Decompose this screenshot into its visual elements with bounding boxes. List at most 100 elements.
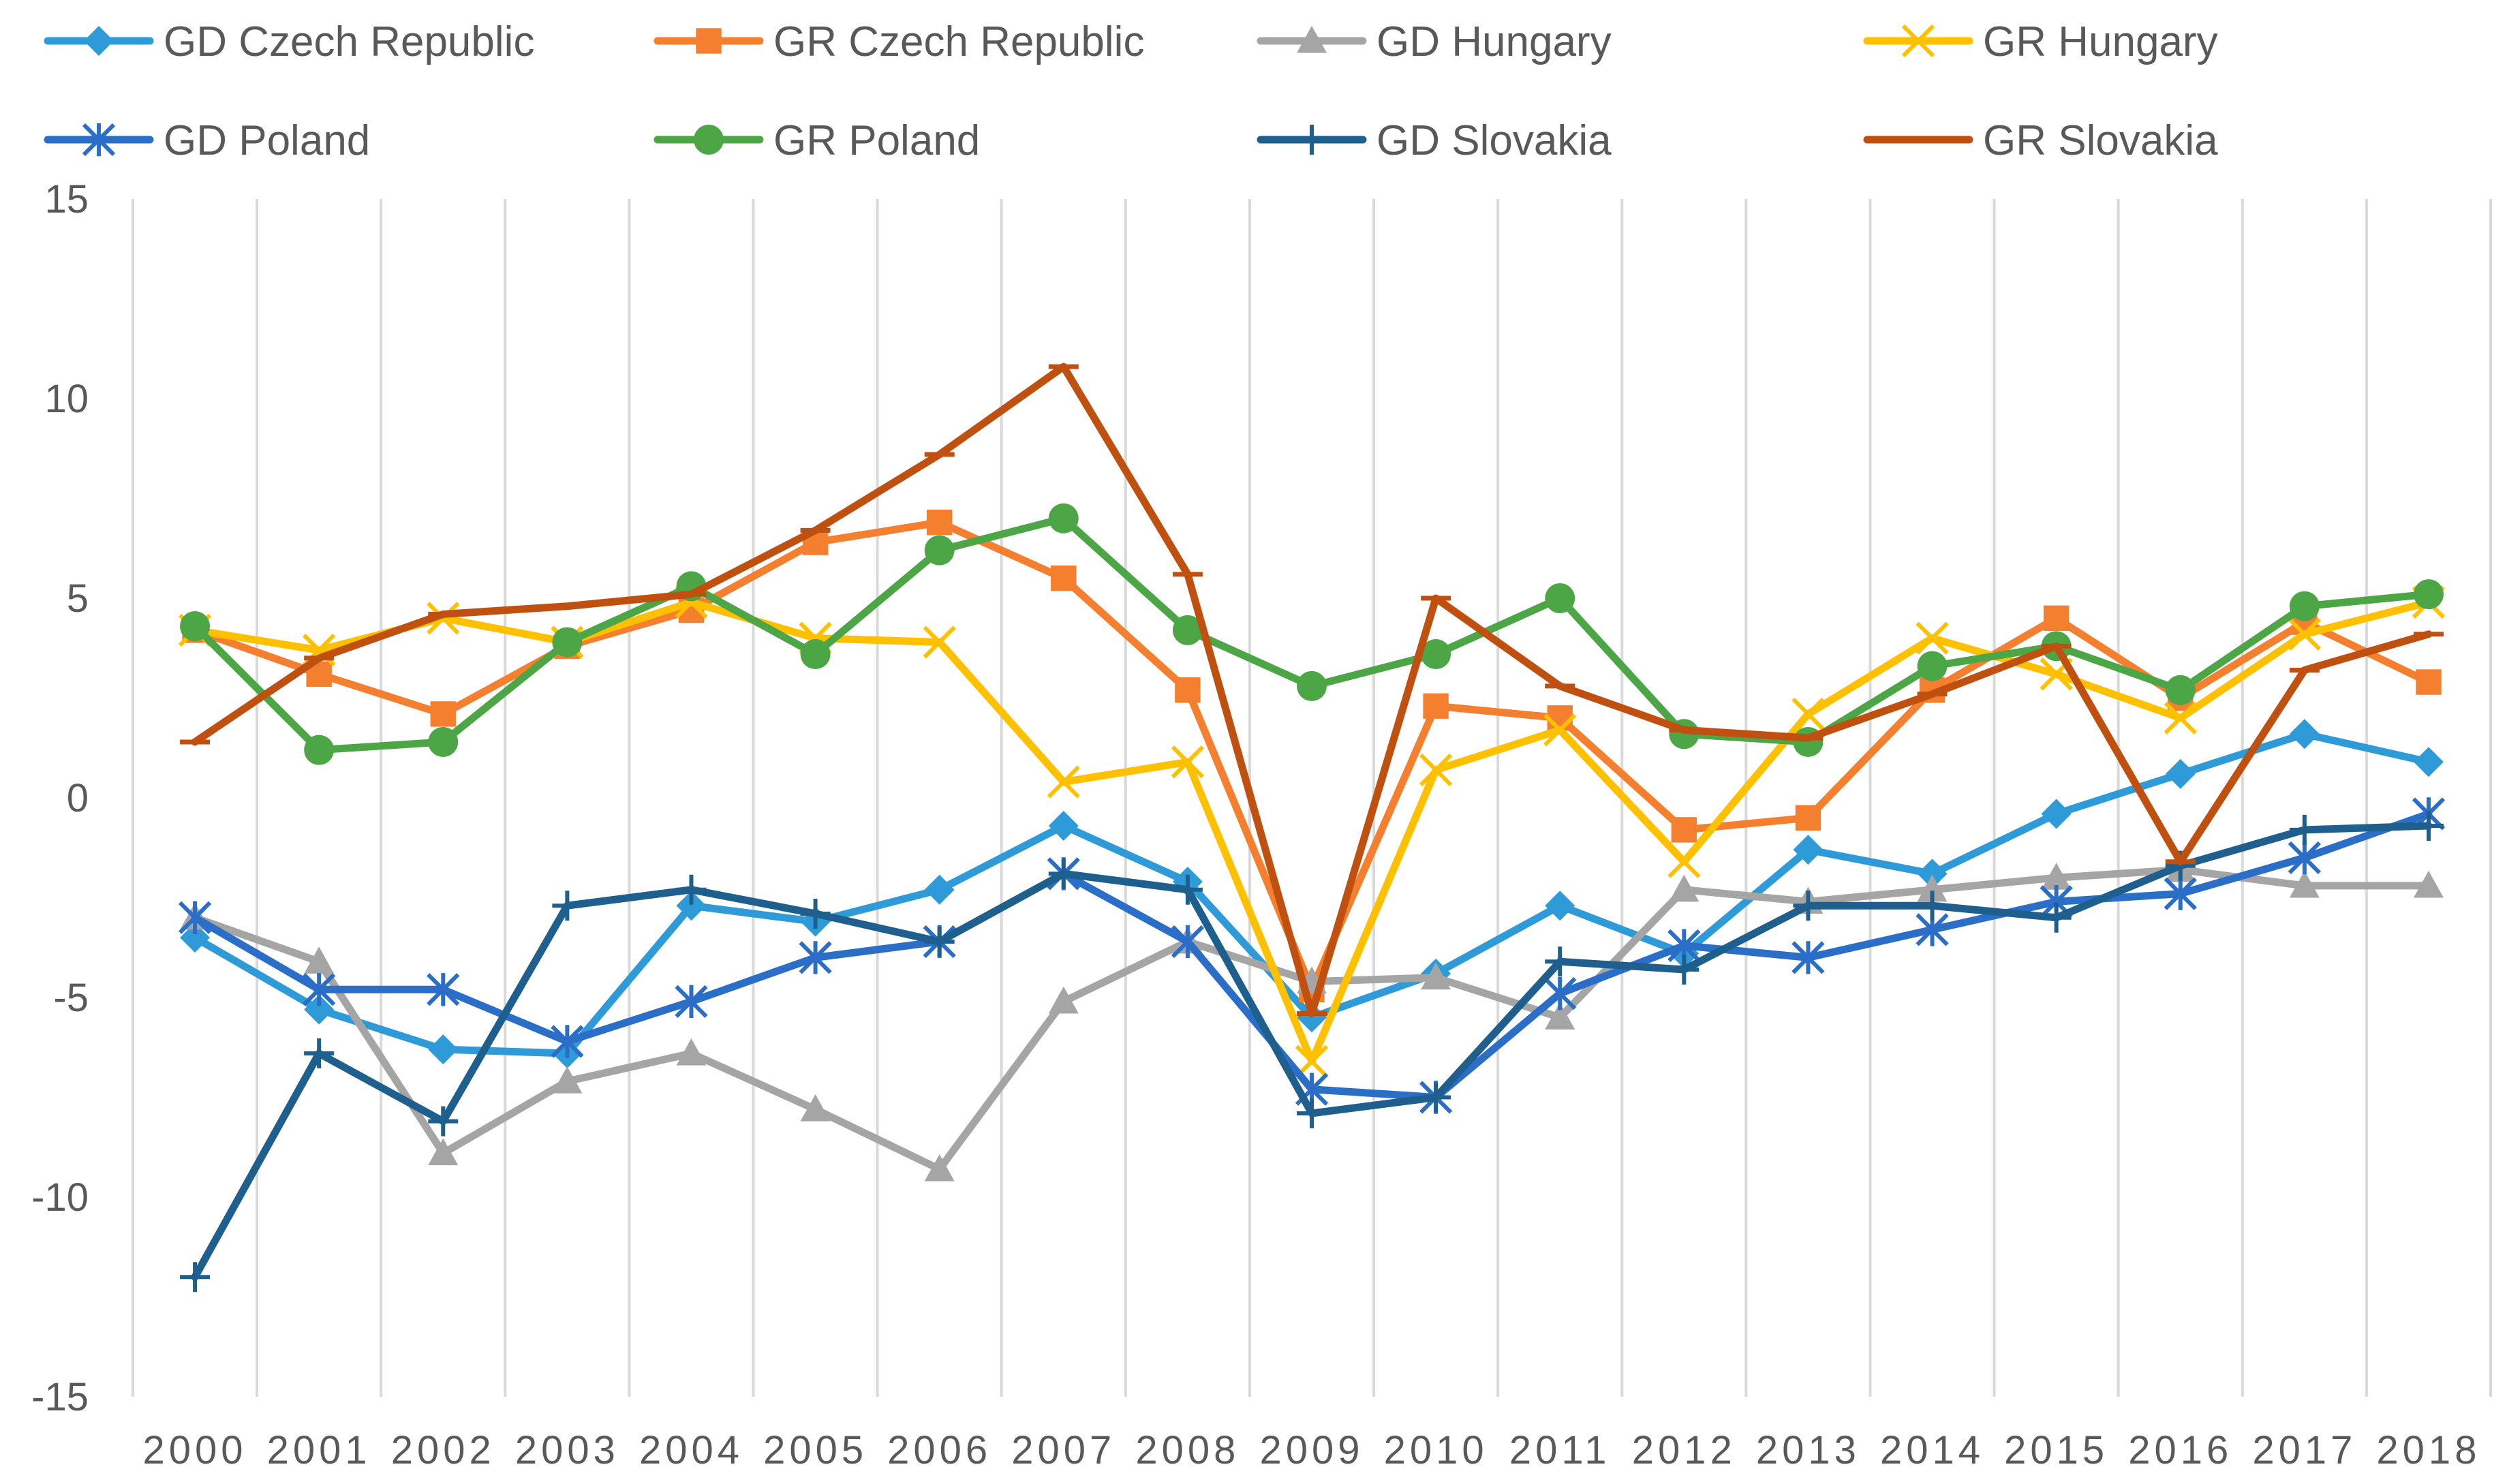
data-point-marker	[1667, 845, 1701, 878]
data-point-marker	[676, 1038, 707, 1066]
y-tick-label: -15	[31, 1375, 89, 1419]
data-point-marker	[551, 1025, 584, 1058]
x-axis: 2000 2001 2002 2003 2004 2005 2006 2007 2008 2009…	[143, 1428, 2480, 1472]
series-layer	[178, 362, 2446, 1293]
data-point-marker	[799, 941, 832, 974]
data-point-marker	[2041, 863, 2072, 890]
data-point-marker	[304, 735, 335, 765]
x-tick-label: 2004	[639, 1428, 743, 1472]
data-point-marker	[676, 874, 707, 905]
data-point-marker	[1297, 670, 1327, 701]
data-point-marker	[552, 1066, 583, 1094]
data-point-marker	[1295, 1045, 1329, 1078]
data-point-marker	[1171, 925, 1205, 959]
x-tick-label: 2008	[1135, 1428, 1240, 1472]
legend-item-gr-hungary: GR Hungary	[1863, 18, 2218, 65]
data-point-marker	[180, 1262, 211, 1293]
data-point-marker	[1669, 874, 1699, 902]
data-point-marker	[1051, 566, 1077, 591]
data-point-marker	[800, 639, 831, 670]
data-point-marker	[552, 627, 583, 658]
data-point-marker	[2288, 617, 2321, 651]
data-point-marker	[1545, 891, 1575, 921]
data-point-marker	[428, 1138, 459, 1166]
data-point-marker	[428, 726, 459, 757]
x-tick-label: 2013	[1756, 1428, 1860, 1472]
data-point-marker	[2165, 758, 2196, 789]
data-point-marker	[1048, 811, 1079, 841]
legend-label: GR Slovakia	[1983, 117, 2218, 164]
legend-label: GR Poland	[773, 117, 980, 164]
x-tick-label: 2005	[763, 1428, 867, 1472]
data-point-marker	[1791, 941, 1825, 974]
data-point-marker	[2413, 870, 2444, 898]
data-point-marker	[1172, 615, 1203, 645]
y-tick-label: -10	[31, 1175, 89, 1220]
data-point-marker	[2164, 877, 2197, 910]
data-point-marker	[924, 535, 955, 566]
legend-item-gd-hungary: GD Hungary	[1257, 18, 1612, 65]
data-point-marker	[2289, 719, 2320, 749]
data-point-marker	[1423, 693, 1449, 719]
x-tick-label: 2014	[1880, 1428, 1984, 1472]
data-point-marker	[1545, 946, 1575, 977]
x-tick-label: 2017	[2252, 1428, 2356, 1472]
x-tick-label: 2018	[2376, 1428, 2480, 1472]
series-gd-poland	[178, 797, 2446, 1114]
legend-item-gr-slovakia: GR Slovakia	[1863, 117, 2218, 164]
legend-item-gd-czech-republic: GD Czech Republic	[44, 18, 534, 65]
data-point-marker	[2289, 814, 2320, 845]
data-point-marker	[923, 625, 956, 659]
data-point-marker	[800, 1094, 831, 1122]
y-tick-label: 0	[67, 776, 89, 820]
data-point-marker	[1419, 753, 1453, 787]
y-tick-label: 5	[67, 576, 89, 621]
data-point-marker	[304, 1038, 335, 1069]
data-point-marker	[1793, 835, 1824, 865]
data-point-marker	[1543, 976, 1577, 1010]
data-point-marker	[1047, 765, 1080, 799]
data-point-marker	[180, 611, 211, 642]
legend-label: GR Hungary	[1983, 18, 2218, 65]
x-tick-label: 2007	[1011, 1428, 1116, 1472]
data-point-marker	[2413, 579, 2444, 610]
series-gr-czech-republic	[182, 509, 2442, 1002]
x-tick-label: 2006	[887, 1428, 991, 1472]
data-point-marker	[427, 973, 460, 1006]
legend-item-gd-slovakia: GD Slovakia	[1257, 117, 1612, 164]
data-point-marker	[1297, 1098, 1327, 1128]
data-point-marker	[1793, 891, 1824, 921]
data-point-marker	[696, 28, 722, 54]
x-tick-label: 2000	[143, 1428, 247, 1472]
data-point-marker	[1171, 745, 1205, 779]
series-line-gr-czech-republic	[191, 519, 2433, 993]
legend: GD Czech Republic GR Czech Republic GD Hun…	[44, 18, 2218, 164]
data-point-marker	[428, 1106, 459, 1137]
data-point-marker	[1297, 26, 1327, 53]
data-point-marker	[303, 973, 336, 1006]
data-point-marker	[2289, 870, 2320, 898]
legend-item-gr-czech-republic: GR Czech Republic	[653, 18, 1144, 65]
data-point-marker	[82, 123, 116, 157]
data-point-marker	[1795, 805, 1821, 831]
data-point-marker	[1543, 713, 1577, 747]
data-point-marker	[2413, 811, 2444, 841]
data-point-marker	[1901, 24, 1935, 58]
data-point-marker	[1421, 1082, 1451, 1113]
legend-item-gd-poland: GD Poland	[44, 117, 370, 164]
data-point-marker	[1048, 503, 1079, 534]
legend-label: GD Czech Republic	[164, 18, 534, 65]
data-point-marker	[1671, 817, 1697, 843]
data-point-marker	[1297, 125, 1327, 155]
data-point-marker	[430, 701, 456, 727]
legend-label: GD Hungary	[1376, 18, 1612, 65]
series-gr-slovakia	[180, 362, 2444, 1017]
data-point-marker	[2041, 902, 2072, 933]
data-point-marker	[1421, 639, 1451, 670]
x-tick-label: 2015	[2004, 1428, 2108, 1472]
data-point-marker	[552, 891, 583, 921]
data-point-marker	[924, 874, 955, 905]
data-point-marker	[2165, 675, 2196, 705]
grid-lines	[132, 199, 2492, 1397]
